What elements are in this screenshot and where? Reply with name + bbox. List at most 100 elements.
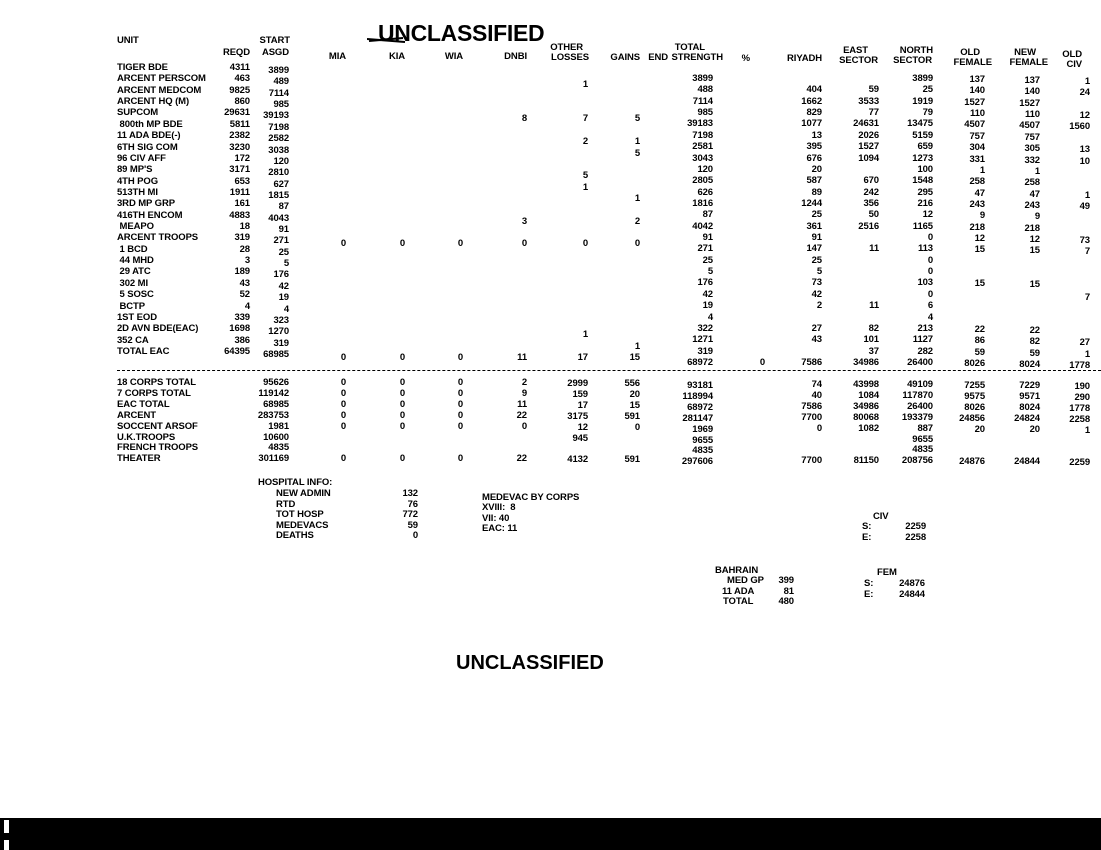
cell-old-female: 304	[969, 142, 985, 154]
cell-new-female: 7229	[1019, 380, 1040, 391]
column-header-other1: OTHER	[550, 42, 583, 53]
cell-reqd: 18	[239, 221, 250, 233]
cell-north: 216	[917, 197, 933, 209]
hospital-item-label: NEW ADMIN	[276, 488, 331, 499]
cell-new-female: 59	[1029, 347, 1040, 359]
cell-north: 113	[917, 243, 933, 255]
cell-wia: 0	[457, 453, 463, 465]
cell-riyadh: 74	[811, 379, 822, 390]
cell-riyadh: 13	[811, 129, 822, 141]
unit-name: 2D AVN BDE(EAC)	[117, 323, 199, 335]
cell-asgd: 985	[273, 99, 289, 111]
summary-label: ARCENT	[117, 409, 156, 421]
unit-name: ARCENT HQ (M)	[117, 96, 190, 108]
cell-asgd: 319	[273, 337, 289, 349]
column-header-east2: SECTOR	[839, 55, 878, 66]
cell-north: 100	[917, 163, 933, 175]
cell-old-female: 1527	[964, 96, 985, 108]
cell-kia: 0	[399, 409, 405, 421]
cell-east: 82	[868, 322, 879, 334]
cell-total: 91	[702, 232, 713, 244]
cell-gains: 1	[634, 340, 640, 352]
cell-other: 0	[582, 238, 588, 250]
cell-new-female: 82	[1029, 336, 1040, 348]
cell-total: 626	[697, 186, 713, 198]
cell-asgd: 2810	[268, 167, 289, 179]
cell-reqd: 28	[239, 243, 250, 255]
unit-name: SUPCOM	[117, 107, 159, 119]
cell-reqd: 189	[234, 266, 250, 278]
hospital-item-label: TOT HOSP	[276, 509, 324, 520]
cell-wia: 0	[457, 238, 463, 250]
cell-gains: 20	[629, 388, 640, 400]
cell-total: 1969	[692, 423, 713, 435]
column-header-end: END	[648, 52, 668, 63]
cell-riyadh: 676	[806, 152, 822, 164]
cell-old-female: 218	[969, 221, 985, 233]
cell-wia: 0	[457, 420, 463, 432]
cell-new-female: 8024	[1019, 359, 1040, 370]
hospital-title: HOSPITAL INFO:	[258, 477, 333, 488]
cell-mia: 0	[340, 377, 346, 388]
cell-east: 2026	[858, 129, 879, 141]
medevac-title: MEDEVAC BY CORPS	[482, 492, 580, 503]
cell-riyadh: 40	[811, 389, 822, 401]
cell-new-female: 47	[1029, 188, 1040, 200]
cell-asgd: 4043	[268, 212, 289, 224]
cell-dnbi: 3	[521, 215, 527, 227]
summary-label: EAC TOTAL	[117, 398, 170, 410]
cell-new-female: 258	[1024, 177, 1040, 189]
unit-name: 513TH MI	[117, 186, 158, 198]
cell-dnbi: 22	[516, 409, 527, 421]
cell-mia: 0	[340, 409, 346, 421]
hospital-item-value: 132	[402, 488, 418, 499]
cell-asgd: 176	[273, 269, 289, 281]
column-header-other2: LOSSES	[551, 52, 589, 63]
bahrain-item-value: 81	[783, 585, 794, 597]
cell-reqd: 29631	[224, 107, 250, 119]
cell-mia: 0	[340, 420, 346, 432]
cell-dnbi: 22	[516, 453, 527, 465]
summary-label: 18 CORPS TOTAL	[117, 377, 197, 388]
cell-total: 2805	[692, 175, 713, 187]
cell-reqd: 52	[239, 289, 250, 301]
cell-north: 103	[917, 277, 933, 289]
cell-total: 25	[702, 254, 713, 266]
cell-east: 43998	[853, 379, 879, 390]
cell-north: 26400	[907, 357, 933, 368]
cell-east: 356	[863, 197, 879, 209]
column-header-oldciv1: OLD	[1062, 49, 1082, 60]
cell-gains: 15	[629, 352, 640, 363]
cell-total: 319	[697, 345, 713, 357]
summary-label: FRENCH TROOPS	[117, 442, 199, 454]
cell-other: 17	[577, 352, 588, 363]
cell-reqd: 2382	[229, 130, 250, 142]
cell-mia: 0	[340, 352, 346, 363]
unit-name: 416TH ENCOM	[117, 209, 183, 221]
column-header-oldf2: FEMALE	[953, 57, 993, 68]
medevac-line: VII: 40	[482, 512, 510, 524]
cell-new-female: 1527	[1019, 97, 1040, 109]
cell-east: 1084	[858, 389, 879, 401]
cell-gains: 5	[634, 147, 640, 159]
cell-reqd: 172	[234, 152, 250, 164]
cell-dnbi: 0	[521, 238, 527, 250]
cell-asgd: 3899	[268, 65, 289, 76]
cell-north: 4	[927, 311, 933, 323]
cell-old-female: 24876	[959, 456, 985, 468]
cell-reqd: 5811	[229, 118, 250, 130]
unit-name: 1 BCD	[117, 243, 148, 255]
cell-old-civ: 1	[1084, 424, 1090, 436]
cell-asgd: 39193	[263, 110, 289, 122]
classification-banner-bottom: UNCLASSIFIED	[456, 652, 604, 674]
cell-asgd: 283753	[257, 409, 289, 421]
cell-asgd: 10600	[263, 431, 289, 443]
bahrain-item-label: TOTAL	[723, 596, 754, 607]
summary-label: SOCCENT ARSOF	[117, 420, 198, 432]
cell-new-female: 137	[1024, 75, 1040, 86]
cell-east: 242	[863, 186, 879, 198]
cell-north: 1919	[912, 95, 933, 107]
cell-new-female: 15	[1029, 245, 1040, 257]
cell-total: 7198	[692, 129, 713, 141]
cell-east: 11	[869, 300, 879, 312]
